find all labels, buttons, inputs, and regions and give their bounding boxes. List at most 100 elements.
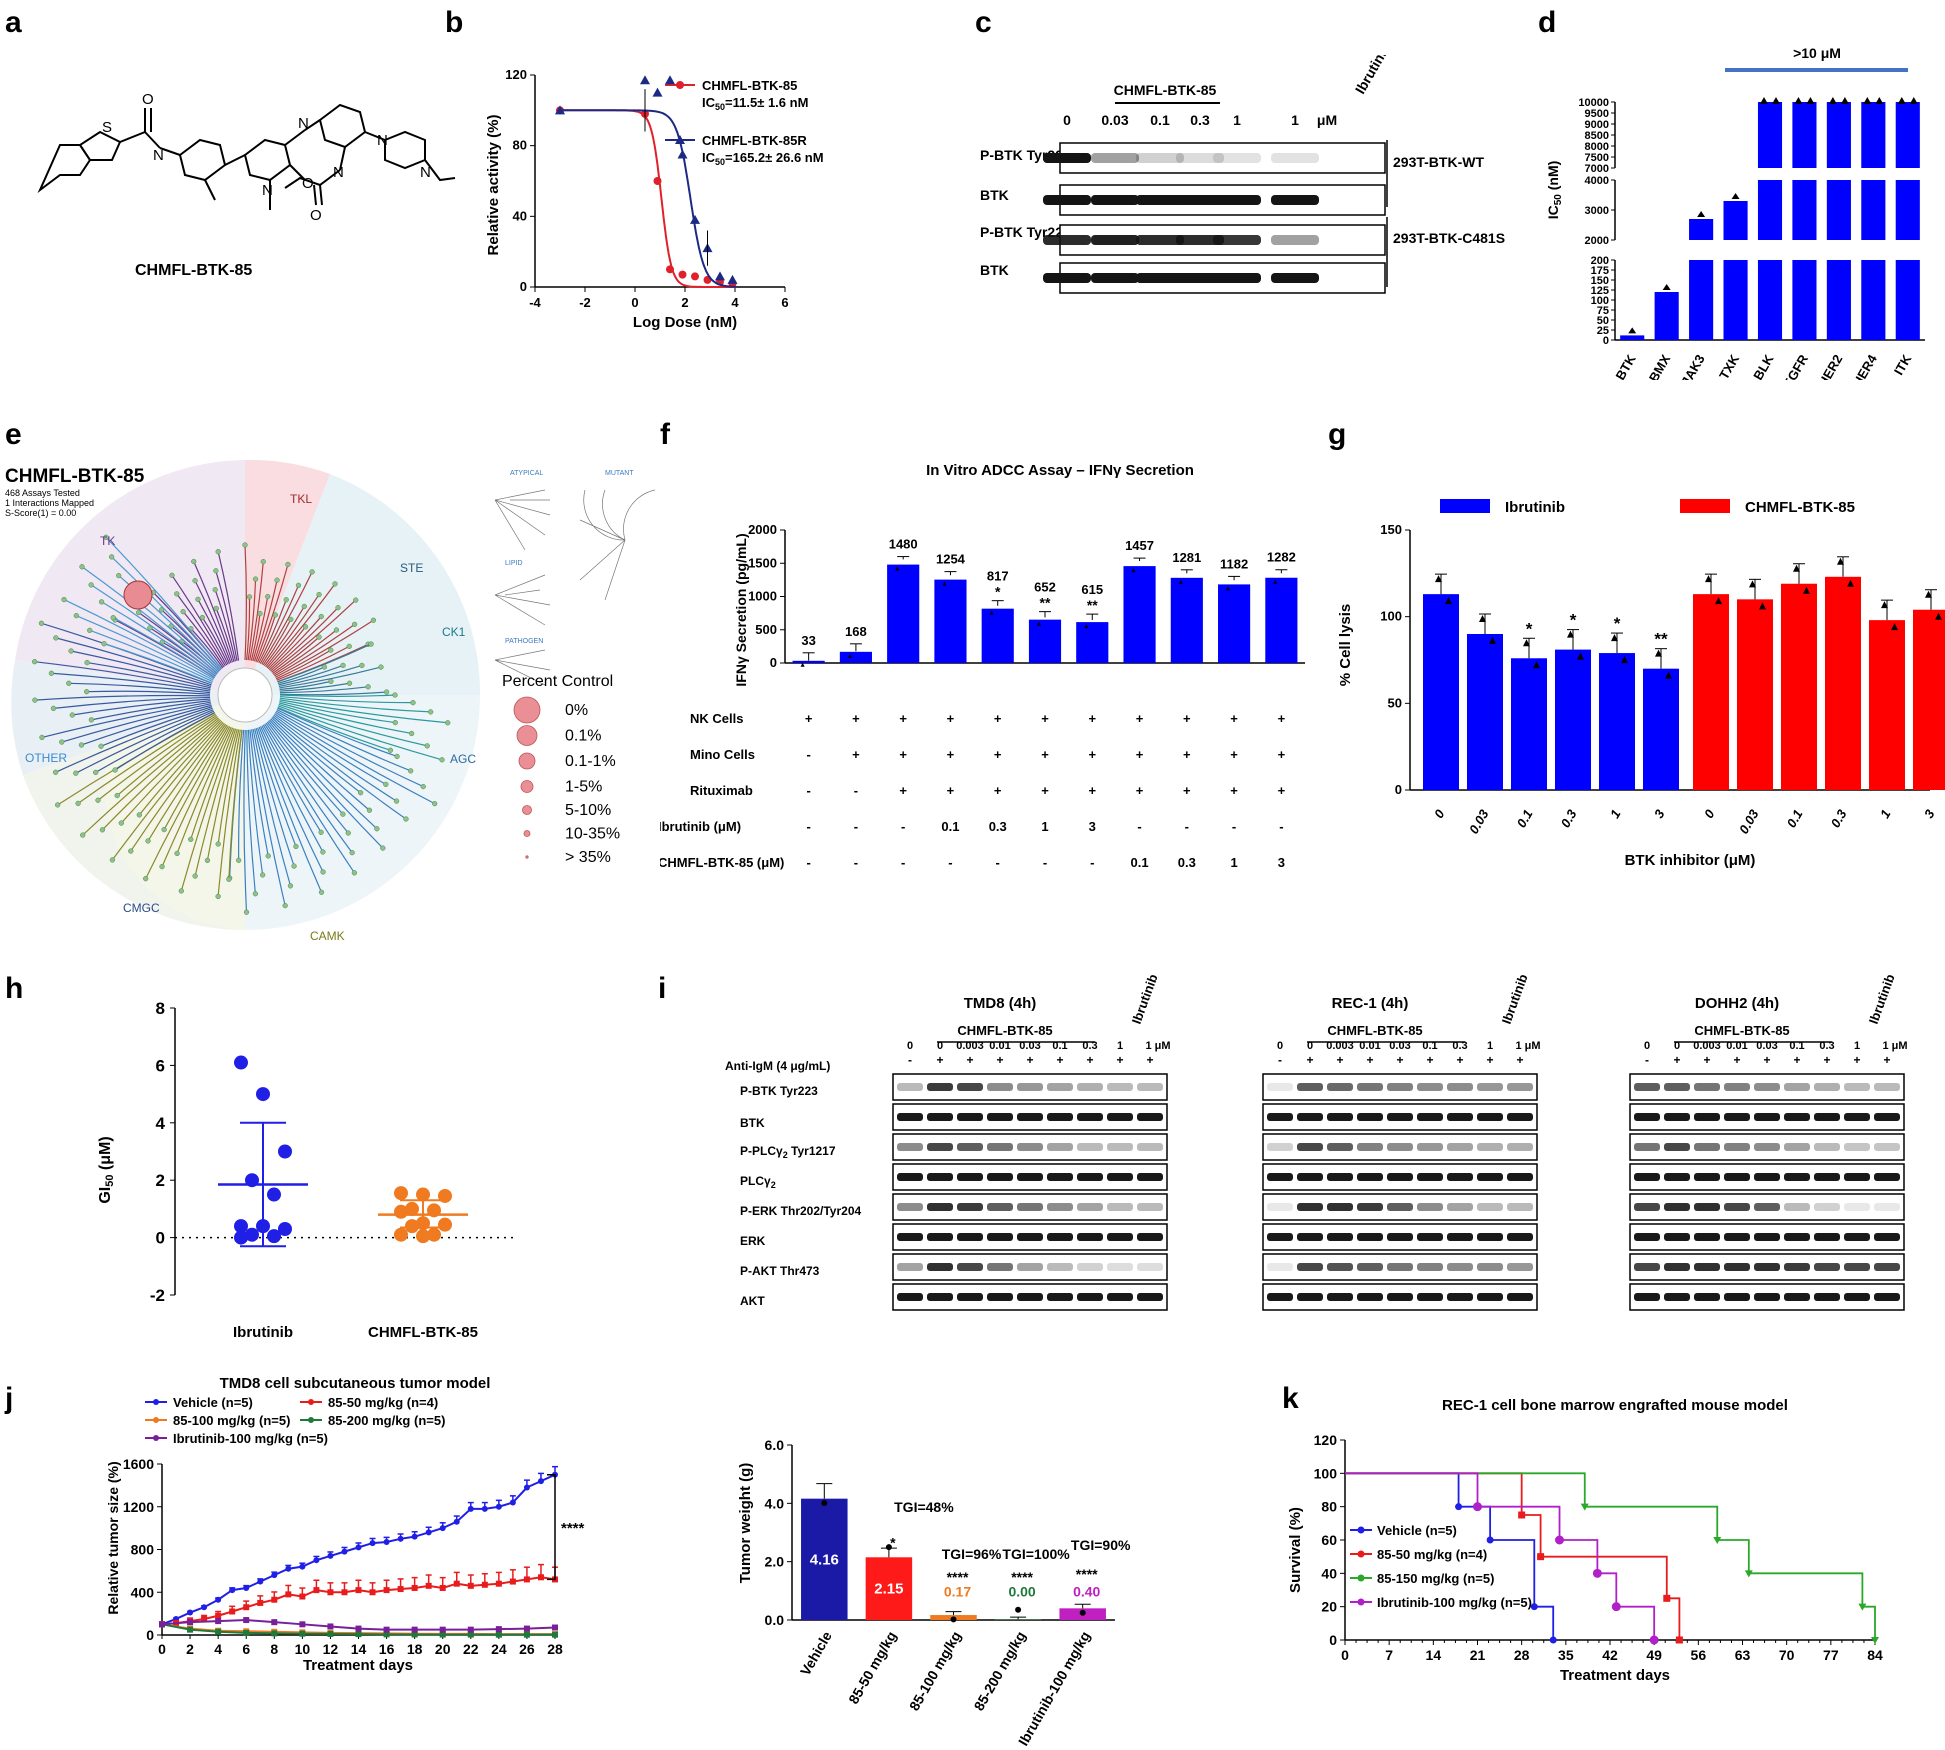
j-point — [439, 1584, 446, 1591]
j-legend-label: Ibrutinib-100 mg/kg (n=5) — [173, 1431, 328, 1446]
e-branch — [246, 729, 257, 894]
f-value-label: 168 — [845, 624, 867, 639]
e-leaf — [188, 836, 194, 842]
h-point — [405, 1219, 419, 1234]
i-band — [1724, 1233, 1750, 1241]
j-point — [285, 1591, 292, 1598]
i-band — [1754, 1293, 1780, 1301]
c-band — [1136, 195, 1184, 205]
b-ytick-label: 40 — [513, 208, 527, 223]
i-band — [1297, 1203, 1323, 1211]
e-family: TK — [100, 534, 115, 548]
e-branch — [279, 682, 350, 692]
i-band — [1814, 1293, 1840, 1301]
g-point — [1705, 575, 1712, 583]
e-branch — [61, 703, 212, 743]
e-leaf — [357, 790, 364, 796]
i-band — [897, 1203, 923, 1211]
j2-tgi: TGI=90% — [1071, 1537, 1131, 1553]
e-branch — [247, 579, 257, 661]
i-band — [1754, 1263, 1780, 1271]
e-branch — [274, 713, 387, 785]
i-band — [957, 1083, 983, 1091]
e-leaf — [59, 739, 65, 745]
j2-star: **** — [947, 1569, 969, 1585]
e-leaf — [98, 743, 104, 749]
i-band — [1107, 1083, 1133, 1091]
e-branch — [238, 729, 245, 861]
j-point — [355, 1544, 362, 1551]
e-leaf — [318, 613, 324, 620]
i-band — [1447, 1173, 1473, 1181]
e-leaf — [178, 888, 184, 894]
e-leaf — [328, 678, 334, 685]
d-bar — [1826, 180, 1851, 240]
j-point — [271, 1619, 278, 1626]
e-branch — [103, 643, 213, 684]
i-band — [1634, 1113, 1660, 1121]
panel-letter-d: d — [1538, 6, 1557, 39]
k-xtick-label: 42 — [1602, 1647, 1618, 1663]
i-band — [927, 1083, 953, 1091]
k-title: REC-1 cell bone marrow engrafted mouse m… — [1442, 1397, 1788, 1414]
e-branch — [182, 611, 225, 668]
f-cell: + — [805, 711, 813, 726]
i-dose: 0.003 — [1693, 1040, 1721, 1052]
i-band — [927, 1143, 953, 1151]
j2-bar — [801, 1498, 848, 1620]
e-leaf — [215, 841, 221, 847]
panel-letter-c: c — [975, 6, 992, 39]
j-ytick-label: 800 — [131, 1542, 155, 1558]
i-band — [1017, 1233, 1043, 1241]
i-row: ERK — [740, 1234, 766, 1248]
e-branch — [90, 584, 217, 676]
c-band — [1213, 235, 1261, 245]
g-point — [1935, 612, 1942, 620]
e-leaf — [112, 767, 118, 773]
i-band — [1077, 1143, 1103, 1151]
i-band — [1754, 1233, 1780, 1241]
k-legend-marker — [1357, 1526, 1365, 1534]
k-xtick-label: 21 — [1470, 1647, 1486, 1663]
j-legend-marker — [153, 1435, 159, 1441]
f-cell: - — [806, 783, 810, 798]
i-band — [1047, 1203, 1073, 1211]
j-xtick-label: 6 — [242, 1641, 250, 1657]
e-mini: MUTANT — [605, 470, 634, 477]
e-leaf — [353, 597, 359, 603]
e-legend-circle — [518, 752, 536, 770]
panel-letter-a: a — [5, 6, 22, 39]
j-point — [327, 1552, 334, 1559]
i-band — [1634, 1233, 1660, 1241]
k-xtick-label: 14 — [1426, 1647, 1442, 1663]
e-leaf — [272, 612, 279, 618]
e-leaf — [101, 641, 107, 647]
k-marker — [1858, 1603, 1867, 1611]
g-point — [1655, 649, 1662, 657]
d-ytick-label: 25 — [1597, 325, 1609, 337]
d-bar — [1861, 180, 1886, 240]
c-group-wt: 293T-BTK-WT — [1393, 154, 1484, 170]
g-xtick-label: 0.03 — [1466, 806, 1492, 836]
j-legend-label: 85-100 mg/kg (n=5) — [173, 1413, 290, 1428]
b-point — [727, 274, 738, 284]
b-xtick-label: 2 — [681, 295, 688, 310]
b-xlabel: Log Dose (nM) — [633, 314, 737, 331]
e-branch — [257, 727, 323, 893]
j-point — [229, 1587, 236, 1594]
i-band — [1694, 1233, 1720, 1241]
panel-letter-k: k — [1282, 1382, 1299, 1415]
c-dose: μM — [1317, 112, 1337, 128]
i-band — [1267, 1143, 1293, 1151]
j-xtick-label: 4 — [214, 1641, 222, 1657]
i-igm-sign: + — [1883, 1053, 1890, 1067]
j2-star: **** — [1011, 1569, 1033, 1585]
i-band — [1387, 1173, 1413, 1181]
i-ibrutinib-label: Ibrutinib — [1129, 972, 1161, 1026]
f-value-label: 1457 — [1125, 538, 1154, 553]
e-legend-circle — [513, 696, 541, 724]
b-legend-name: CHMFL-BTK-85R — [702, 133, 807, 148]
e-branch — [274, 619, 374, 678]
j-point — [201, 1604, 208, 1611]
e-leaf — [359, 662, 365, 669]
